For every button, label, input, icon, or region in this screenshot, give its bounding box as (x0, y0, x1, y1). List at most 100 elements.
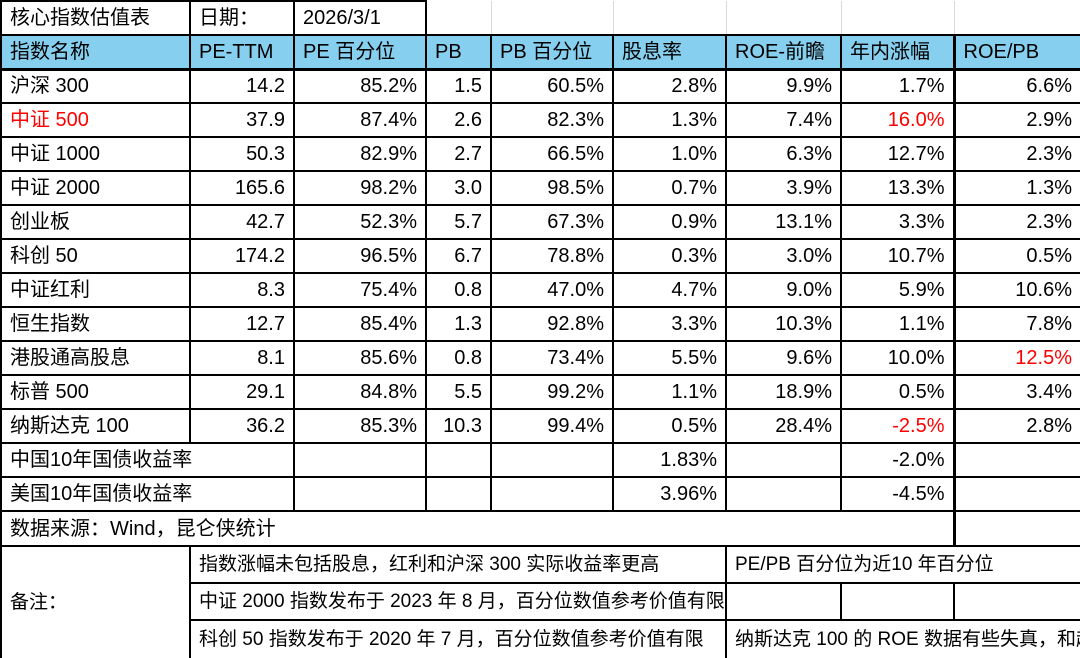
roe-pb-cell[interactable]: 10.6% (952, 272, 1080, 308)
bond-name-cell[interactable]: 美国10年国债收益率 (0, 476, 295, 512)
index-name-cell[interactable]: 恒生指数 (0, 306, 191, 342)
empty-cell[interactable] (953, 1, 1080, 36)
empty-cell[interactable] (612, 1, 727, 36)
index-name-cell[interactable]: 科创 50 (0, 238, 191, 274)
dividend-yield-cell[interactable]: 1.1% (612, 374, 727, 410)
pe-ttm-cell[interactable]: 36.2 (189, 408, 295, 444)
pb-percentile-cell[interactable]: 99.4% (490, 408, 614, 444)
note-text-cell[interactable]: PE/PB 百分位为近10 年百分位 (725, 545, 1080, 584)
roe-pb-cell[interactable]: 3.4% (952, 374, 1080, 410)
roe-pb-cell[interactable]: 2.3% (952, 204, 1080, 240)
pe-ttm-cell[interactable]: 50.3 (189, 136, 295, 172)
pb-cell[interactable]: 2.7 (425, 136, 492, 172)
col-header-roe-forward[interactable]: ROE-前瞻 (725, 34, 842, 71)
roe-forward-cell[interactable]: 13.1% (725, 204, 842, 240)
date-label[interactable]: 日期： (189, 0, 295, 36)
pe-percentile-cell[interactable]: 96.5% (293, 238, 427, 274)
pe-percentile-cell[interactable]: 85.3% (293, 408, 427, 444)
pe-ttm-cell[interactable]: 29.1 (189, 374, 295, 410)
col-header-pe-percentile[interactable]: PE 百分位 (293, 34, 427, 71)
col-header-pb[interactable]: PB (425, 34, 492, 71)
pe-percentile-cell[interactable]: 98.2% (293, 170, 427, 206)
empty-cell[interactable] (725, 442, 842, 478)
pe-percentile-cell[interactable]: 85.4% (293, 306, 427, 342)
index-name-cell[interactable]: 中证 2000 (0, 170, 191, 206)
empty-cell[interactable] (490, 1, 614, 36)
empty-cell[interactable] (425, 1, 492, 36)
pb-cell[interactable]: 10.3 (425, 408, 492, 444)
index-name-cell[interactable]: 纳斯达克 100 (0, 408, 191, 444)
empty-cell[interactable] (490, 476, 614, 512)
roe-forward-cell[interactable]: 10.3% (725, 306, 842, 342)
note-text-cell[interactable]: 指数涨幅未包括股息，红利和沪深 300 实际收益率更高 (189, 545, 727, 584)
pe-ttm-cell[interactable]: 37.9 (189, 102, 295, 138)
pe-ttm-cell[interactable]: 165.6 (189, 170, 295, 206)
pb-percentile-cell[interactable]: 98.5% (490, 170, 614, 206)
pb-percentile-cell[interactable]: 82.3% (490, 102, 614, 138)
dividend-yield-cell[interactable]: 3.96% (612, 476, 727, 512)
pb-cell[interactable]: 5.5 (425, 374, 492, 410)
roe-pb-cell[interactable]: 2.8% (952, 408, 1080, 444)
pb-cell[interactable]: 2.6 (425, 102, 492, 138)
ytd-change-cell[interactable]: 12.7% (840, 136, 955, 172)
roe-forward-cell[interactable]: 9.0% (725, 272, 842, 308)
pe-percentile-cell[interactable]: 82.9% (293, 136, 427, 172)
col-header-index-name[interactable]: 指数名称 (0, 34, 191, 71)
pe-percentile-cell[interactable]: 52.3% (293, 204, 427, 240)
roe-pb-cell[interactable]: 0.5% (952, 238, 1080, 274)
col-header-roe-pb[interactable]: ROE/PB (952, 34, 1080, 71)
pb-cell[interactable]: 1.5 (425, 68, 492, 104)
pe-percentile-cell[interactable]: 85.2% (293, 68, 427, 104)
roe-pb-cell[interactable]: 12.5% (952, 340, 1080, 376)
pb-cell[interactable]: 0.8 (425, 340, 492, 376)
roe-forward-cell[interactable]: 9.6% (725, 340, 842, 376)
pb-percentile-cell[interactable]: 73.4% (490, 340, 614, 376)
pe-ttm-cell[interactable]: 174.2 (189, 238, 295, 274)
empty-cell[interactable] (725, 582, 842, 621)
data-source-cell[interactable]: 数据来源：Wind，昆仑侠统计 (0, 510, 955, 547)
ytd-change-cell[interactable]: -4.5% (840, 476, 955, 512)
dividend-yield-cell[interactable]: 3.3% (612, 306, 727, 342)
pb-percentile-cell[interactable]: 47.0% (490, 272, 614, 308)
dividend-yield-cell[interactable]: 0.9% (612, 204, 727, 240)
dividend-yield-cell[interactable]: 0.3% (612, 238, 727, 274)
ytd-change-cell[interactable]: 1.1% (840, 306, 955, 342)
ytd-change-cell[interactable]: 13.3% (840, 170, 955, 206)
ytd-change-cell[interactable]: 10.0% (840, 340, 955, 376)
index-name-cell[interactable]: 中证 1000 (0, 136, 191, 172)
roe-forward-cell[interactable]: 3.0% (725, 238, 842, 274)
index-name-cell[interactable]: 中证红利 (0, 272, 191, 308)
empty-cell[interactable] (840, 1, 955, 36)
ytd-change-cell[interactable]: 5.9% (840, 272, 955, 308)
pb-percentile-cell[interactable]: 60.5% (490, 68, 614, 104)
pb-percentile-cell[interactable]: 92.8% (490, 306, 614, 342)
dividend-yield-cell[interactable]: 2.8% (612, 68, 727, 104)
note-text-cell[interactable]: 科创 50 指数发布于 2020 年 7 月，百分位数值参考价值有限 (189, 619, 727, 658)
pe-ttm-cell[interactable]: 42.7 (189, 204, 295, 240)
roe-forward-cell[interactable]: 9.9% (725, 68, 842, 104)
ytd-change-cell[interactable]: -2.5% (840, 408, 955, 444)
index-name-cell[interactable]: 沪深 300 (0, 68, 191, 104)
dividend-yield-cell[interactable]: 1.3% (612, 102, 727, 138)
ytd-change-cell[interactable]: 0.5% (840, 374, 955, 410)
pe-percentile-cell[interactable]: 87.4% (293, 102, 427, 138)
dividend-yield-cell[interactable]: 0.7% (612, 170, 727, 206)
bond-name-cell[interactable]: 中国10年国债收益率 (0, 442, 295, 478)
ytd-change-cell[interactable]: 3.3% (840, 204, 955, 240)
roe-forward-cell[interactable]: 18.9% (725, 374, 842, 410)
pb-percentile-cell[interactable]: 67.3% (490, 204, 614, 240)
pe-percentile-cell[interactable]: 85.6% (293, 340, 427, 376)
empty-cell[interactable] (425, 476, 492, 512)
roe-forward-cell[interactable]: 6.3% (725, 136, 842, 172)
pb-cell[interactable]: 1.3 (425, 306, 492, 342)
ytd-change-cell[interactable]: 16.0% (840, 102, 955, 138)
note-text-cell[interactable]: 纳斯达克 100 的 ROE 数据有些失真，和超 (725, 619, 1080, 658)
ytd-change-cell[interactable]: 1.7% (840, 68, 955, 104)
empty-cell[interactable] (952, 510, 1080, 547)
empty-cell[interactable] (725, 1, 842, 36)
pb-percentile-cell[interactable]: 66.5% (490, 136, 614, 172)
empty-cell[interactable] (952, 442, 1080, 478)
pe-ttm-cell[interactable]: 8.1 (189, 340, 295, 376)
index-name-cell[interactable]: 中证 500 (0, 102, 191, 138)
col-header-pe-ttm[interactable]: PE-TTM (189, 34, 295, 71)
